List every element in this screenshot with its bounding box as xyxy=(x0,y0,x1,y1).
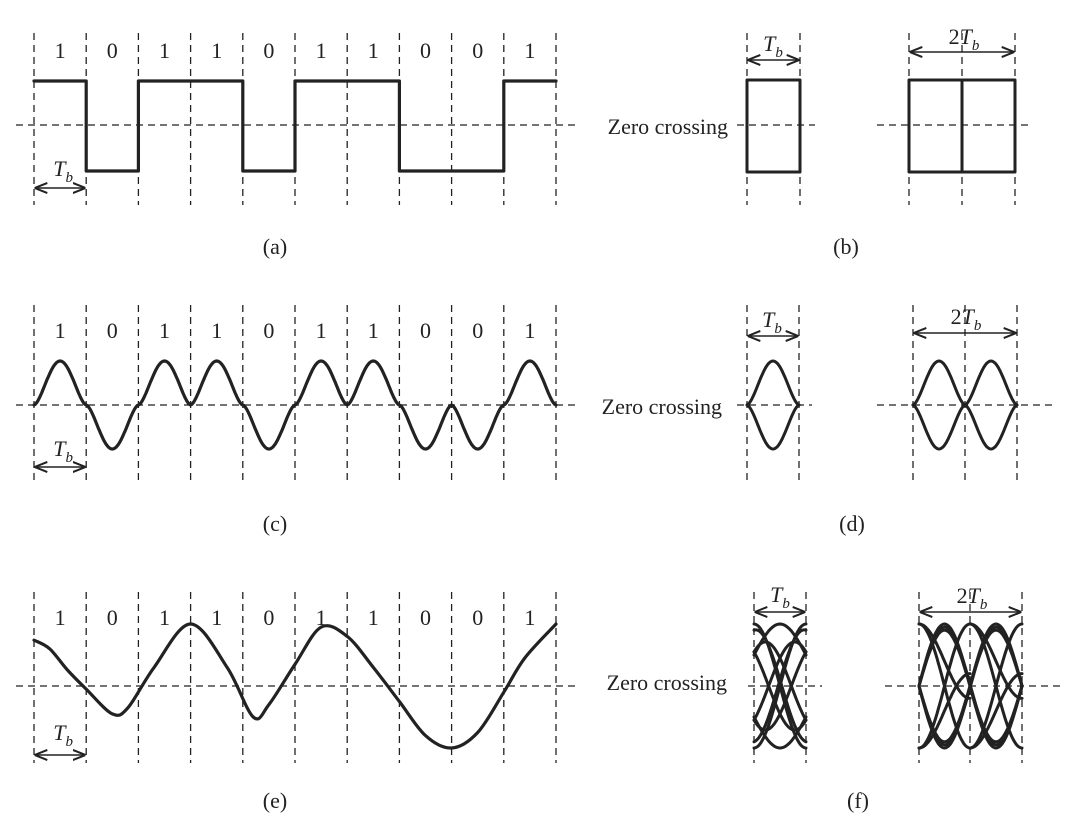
two-tb-label: 2Tb xyxy=(949,24,980,54)
pulse-waveform xyxy=(32,359,558,451)
tb-subscript: b xyxy=(775,45,783,61)
eye-trace xyxy=(917,625,1024,747)
eye-trace xyxy=(917,672,972,750)
eye-lower-pulse xyxy=(963,403,1019,451)
caption-d: (d) xyxy=(839,511,865,536)
eye-trace xyxy=(752,715,808,750)
panel-c-pulse-waveform: 1 0 1 1 0 1 1 0 0 1 Tb (c) xyxy=(16,305,578,536)
tb-label: Tb xyxy=(770,582,790,612)
zero-crossing-label: Zero crossing xyxy=(607,670,727,695)
tb-symbol: T xyxy=(968,583,982,608)
eye-lower-pulse xyxy=(911,403,967,451)
nrz-waveform xyxy=(32,79,558,173)
bit-label: 1 xyxy=(211,38,222,63)
tb-subscript: b xyxy=(65,170,73,186)
eye-trace xyxy=(968,622,1024,700)
bit-label: 0 xyxy=(263,38,274,63)
eye-upper-pulse xyxy=(963,359,1019,407)
bit-label: 1 xyxy=(524,38,535,63)
tb-subscript: b xyxy=(774,321,782,337)
bit-label: 1 xyxy=(159,605,170,630)
bit-label: 0 xyxy=(107,605,118,630)
caption-c: (c) xyxy=(263,511,287,536)
tb-subscript: b xyxy=(972,38,980,54)
bit-label: 1 xyxy=(316,38,327,63)
tb-subscript: b xyxy=(782,596,790,612)
eye-trace xyxy=(917,622,972,700)
two-tb-prefix: 2 xyxy=(957,583,968,608)
bit-label: 1 xyxy=(211,605,222,630)
zero-crossing-label: Zero crossing xyxy=(602,394,722,419)
bit-label: 0 xyxy=(263,318,274,343)
tb-label: Tb xyxy=(53,436,73,466)
panel-e-smooth-waveform: 1 0 1 1 0 1 1 0 0 1 Tb (e) xyxy=(16,592,578,813)
panel-a-nrz-waveform: 1 0 1 1 0 1 1 0 0 1 Tb (a) xyxy=(16,33,578,259)
tb-subscript: b xyxy=(974,318,982,334)
tb-label: Tb xyxy=(53,720,73,750)
two-tb-prefix: 2 xyxy=(951,304,962,329)
caption-e: (e) xyxy=(263,788,287,813)
bit-label: 0 xyxy=(420,605,431,630)
bit-label: 1 xyxy=(524,318,535,343)
bit-label: 1 xyxy=(368,318,379,343)
caption-a: (a) xyxy=(263,234,287,259)
bit-label: 1 xyxy=(316,318,327,343)
eye-upper-pulse xyxy=(911,359,967,407)
two-tb-label: 2Tb xyxy=(951,304,982,334)
bit-label: 0 xyxy=(472,38,483,63)
bit-label: 1 xyxy=(316,605,327,630)
eye-rect xyxy=(745,78,802,174)
bit-label: 1 xyxy=(55,318,66,343)
caption-f: (f) xyxy=(847,788,869,813)
tb-label: Tb xyxy=(53,156,73,186)
bit-label: 1 xyxy=(159,318,170,343)
tb-subscript: b xyxy=(65,734,73,750)
bit-label: 1 xyxy=(55,38,66,63)
tb-subscript: b xyxy=(980,597,988,613)
tb-subscript: b xyxy=(65,450,73,466)
eye-lower-pulse xyxy=(745,403,801,451)
tb-symbol: T xyxy=(763,31,777,56)
bit-label: 0 xyxy=(420,38,431,63)
tb-symbol: T xyxy=(53,436,67,461)
eye-trace xyxy=(917,622,972,750)
bit-label: 1 xyxy=(211,318,222,343)
tb-symbol: T xyxy=(960,24,974,49)
bit-label: 1 xyxy=(524,605,535,630)
tb-symbol: T xyxy=(53,156,67,181)
bit-label: 1 xyxy=(368,605,379,630)
tb-symbol: T xyxy=(962,304,976,329)
bit-label: 0 xyxy=(420,318,431,343)
tb-symbol: T xyxy=(53,720,67,745)
smooth-waveform xyxy=(32,622,558,750)
tb-symbol: T xyxy=(762,307,776,332)
two-tb-label: 2Tb xyxy=(957,583,988,613)
bit-label: 0 xyxy=(472,605,483,630)
tb-symbol: T xyxy=(770,582,784,607)
bit-label: 0 xyxy=(107,318,118,343)
eye-upper-pulse xyxy=(745,359,801,407)
caption-b: (b) xyxy=(833,234,859,259)
eye-trace xyxy=(968,622,1024,750)
bit-label: 1 xyxy=(368,38,379,63)
tb-label: Tb xyxy=(763,31,783,61)
eye-trace xyxy=(752,640,808,722)
bit-label: 0 xyxy=(263,605,274,630)
bit-label: 1 xyxy=(55,605,66,630)
bit-label: 0 xyxy=(472,318,483,343)
eye-trace xyxy=(752,622,808,657)
bit-label: 0 xyxy=(107,38,118,63)
tb-label: Tb xyxy=(762,307,782,337)
bit-label: 1 xyxy=(159,38,170,63)
eye-trace xyxy=(968,672,1024,750)
zero-crossing-label: Zero crossing xyxy=(608,114,728,139)
two-tb-prefix: 2 xyxy=(949,24,960,49)
